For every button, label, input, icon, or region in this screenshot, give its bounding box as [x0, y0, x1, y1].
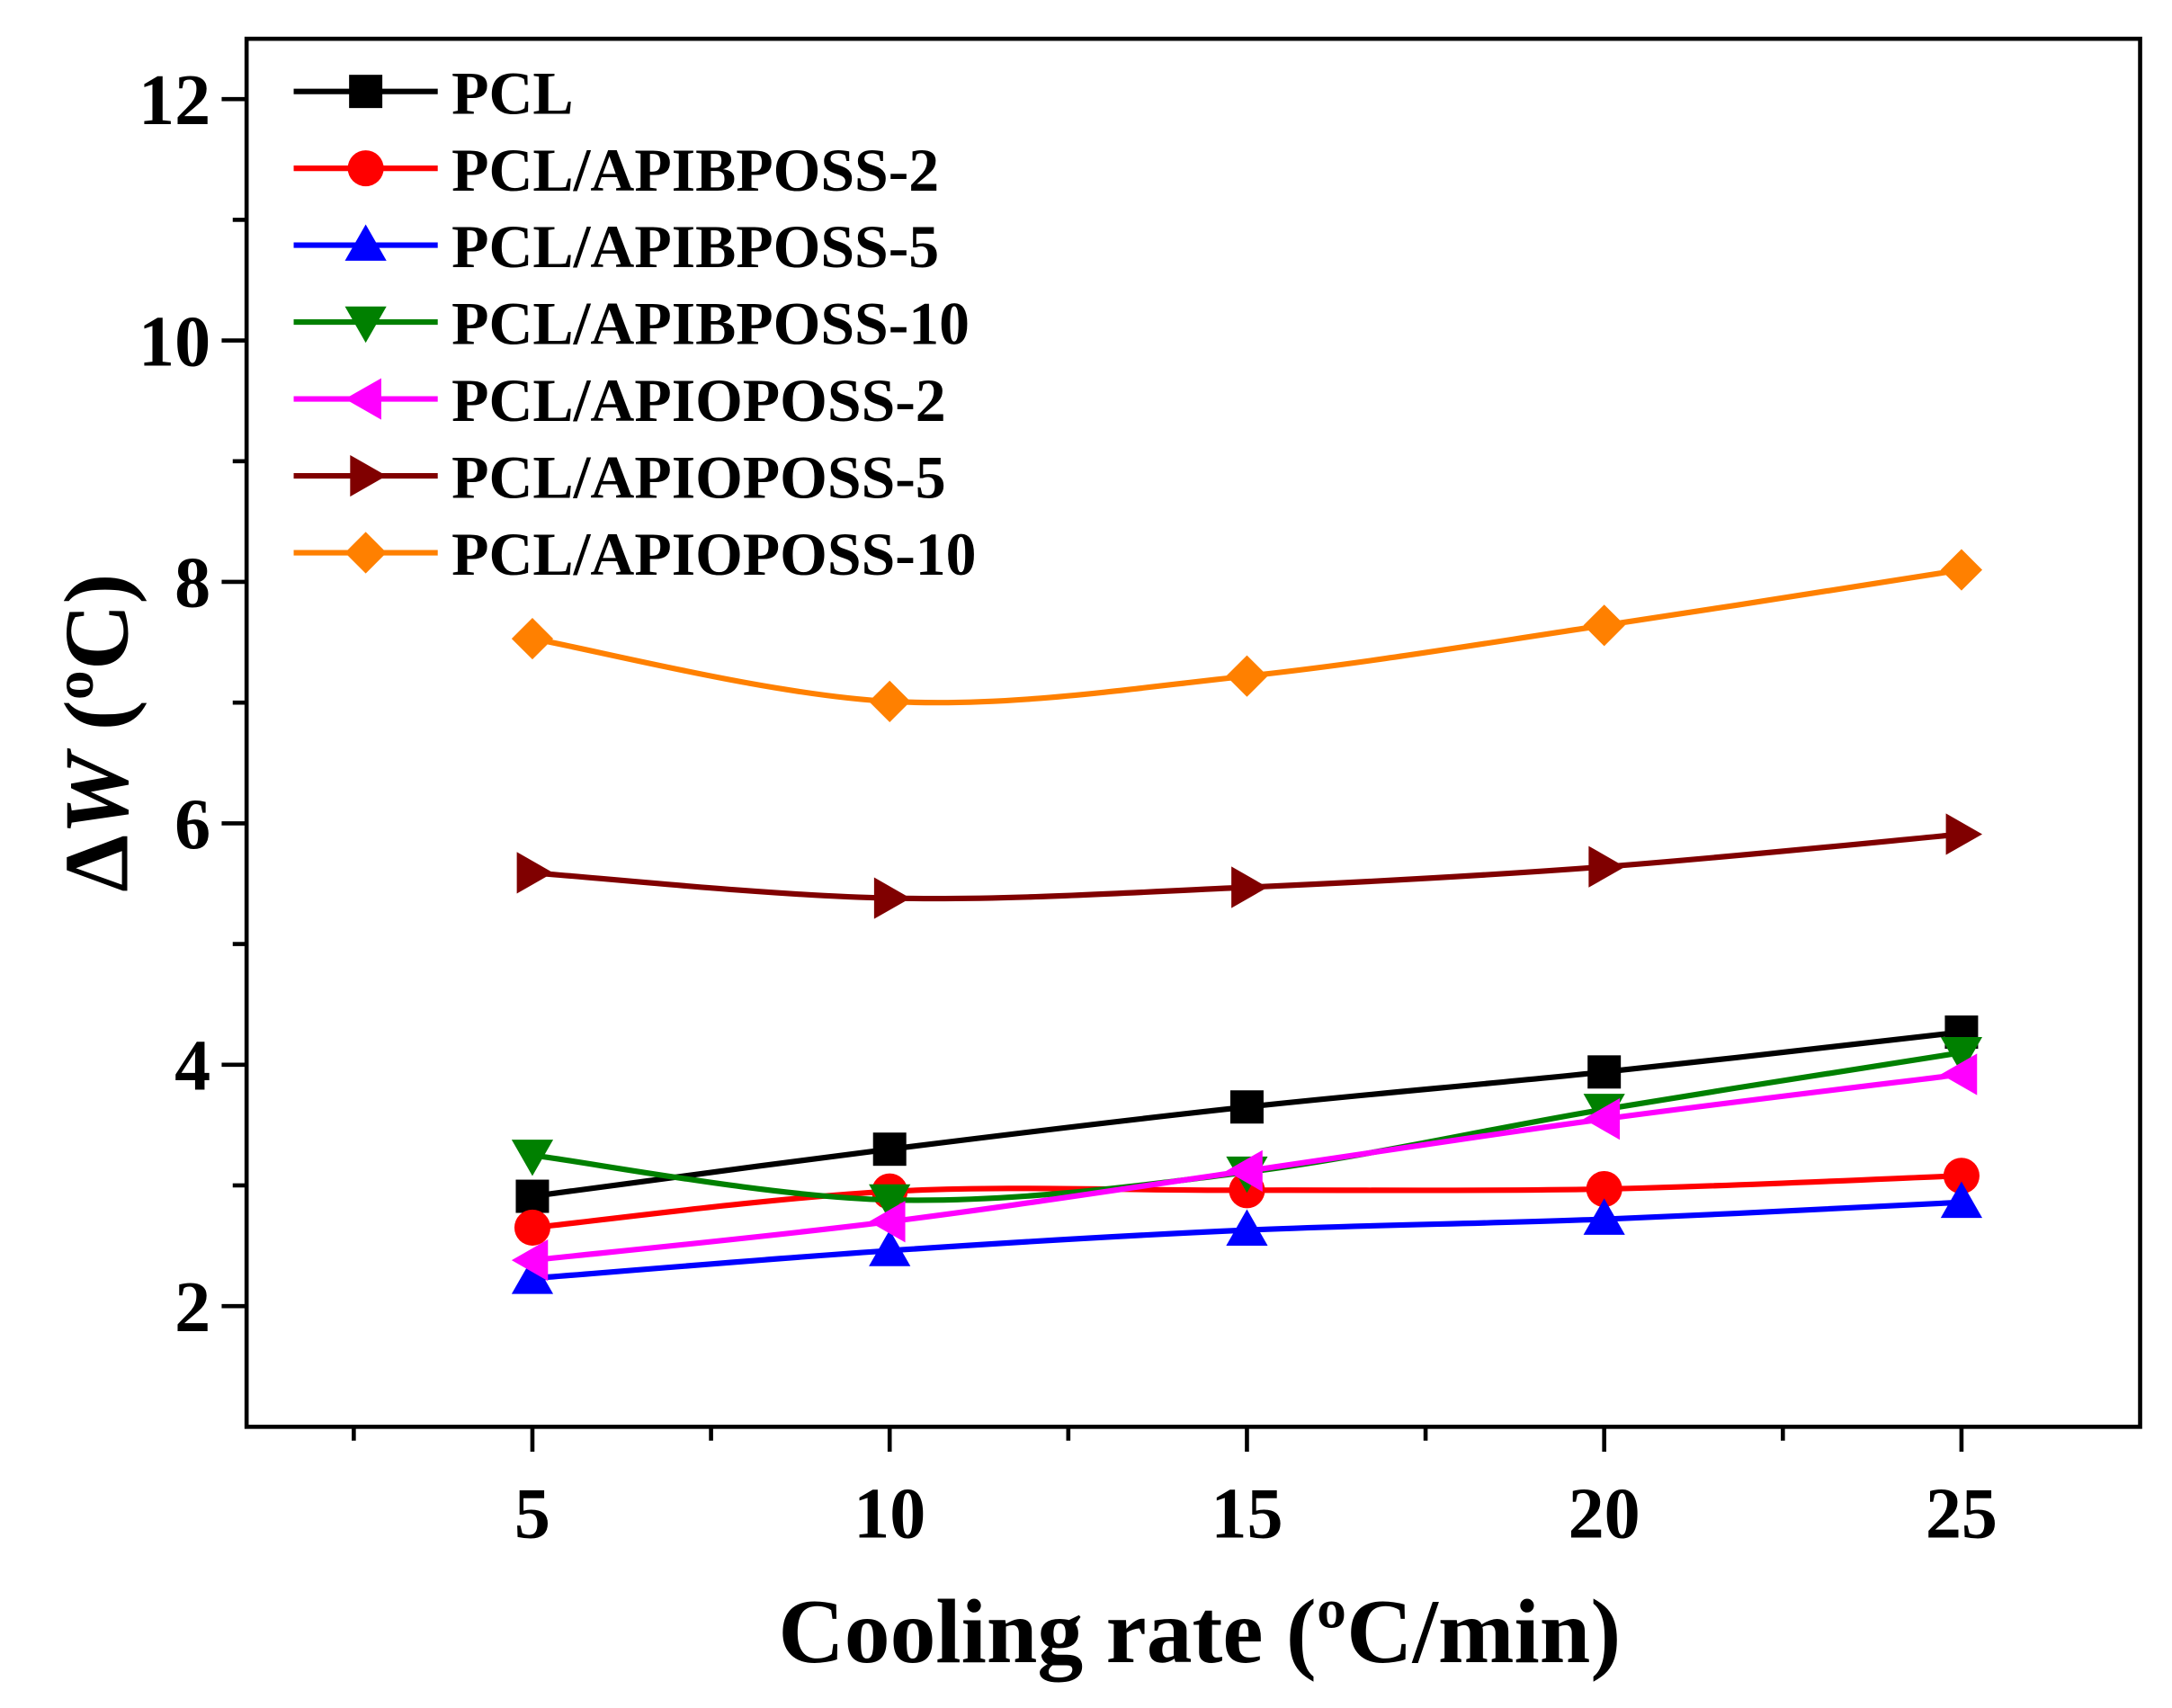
- x-axis-label: Cooling rate (ºC/min): [778, 1580, 1621, 1682]
- legend-item: PCL/APIOPOSS-2: [293, 367, 946, 434]
- x-tick-label: 15: [1211, 1475, 1283, 1554]
- data-point: [511, 1140, 554, 1176]
- data-point: [1945, 813, 1983, 855]
- legend-marker: [350, 454, 387, 497]
- y-tick-label: 6: [174, 785, 210, 864]
- data-point: [1940, 1037, 1983, 1074]
- legend-marker: [349, 75, 383, 109]
- legend-marker: [344, 532, 387, 574]
- y-tick-label: 12: [139, 61, 210, 140]
- legend-item: PCL/APIOPOSS-5: [293, 444, 946, 512]
- data-point: [514, 1209, 550, 1246]
- y-tick-label: 10: [139, 302, 210, 381]
- data-point: [1226, 1149, 1263, 1192]
- data-point: [1231, 866, 1268, 908]
- data-point: [872, 1132, 907, 1167]
- legend-item: PCL/APIBPOSS-5: [293, 213, 939, 281]
- legend-label: PCL/APIOPOSS-10: [451, 521, 976, 588]
- data-point: [873, 877, 911, 919]
- legend: PCL PCL/APIBPOSS-2 PCL/APIBPOSS-5 PCL/APIBP…: [293, 59, 977, 588]
- series-pcl-apioposs-5: [516, 813, 1983, 919]
- legend-label: PCL/APIBPOSS-10: [451, 291, 970, 358]
- series-pcl-apibposs-5: [511, 1181, 1983, 1294]
- series-pcl-apioposs-10: [511, 549, 1983, 722]
- legend-marker: [344, 306, 387, 344]
- data-point: [1226, 1209, 1268, 1246]
- data-point: [869, 1230, 911, 1266]
- data-point: [1940, 1181, 1983, 1219]
- y-axis-label-var: W: [46, 747, 147, 835]
- data-point: [1583, 604, 1625, 647]
- series-layer: [511, 549, 1983, 1294]
- legend-marker: [344, 378, 381, 420]
- legend-item: PCL: [293, 59, 574, 127]
- y-tick-label: 4: [174, 1026, 210, 1105]
- y-axis-label-delta: Δ: [46, 835, 147, 892]
- data-point: [1583, 1098, 1621, 1140]
- data-point: [515, 1179, 550, 1213]
- legend-item: PCL/APIBPOSS-2: [293, 137, 939, 204]
- data-point: [1943, 1158, 1980, 1194]
- data-point: [869, 1184, 911, 1221]
- data-point: [511, 1257, 554, 1294]
- data-point: [869, 680, 911, 722]
- data-point: [1226, 655, 1268, 697]
- data-point: [511, 617, 554, 660]
- data-point: [1583, 1198, 1625, 1235]
- data-point: [1588, 845, 1625, 888]
- legend-label: PCL/APIOPOSS-2: [451, 367, 946, 434]
- plot-frame: [244, 36, 2142, 1429]
- series-pcl-apioposs-2: [511, 1053, 1978, 1282]
- legend-item: PCL/APIOPOSS-10: [293, 521, 977, 588]
- data-point: [516, 852, 554, 894]
- data-point: [1587, 1055, 1622, 1089]
- legend-marker: [347, 150, 384, 187]
- y-tick-label: 8: [174, 544, 210, 623]
- y-tick-label: 2: [174, 1268, 210, 1347]
- legend-label: PCL: [451, 59, 574, 127]
- data-point: [1940, 1053, 1978, 1095]
- x-tick-label: 20: [1569, 1475, 1640, 1554]
- y-axis-label-unit: (ºC): [46, 574, 147, 754]
- data-point: [869, 1201, 906, 1243]
- data-point: [1229, 1090, 1264, 1124]
- x-tick-label: 5: [514, 1475, 550, 1554]
- legend-marker: [344, 224, 387, 261]
- data-point: [1586, 1170, 1622, 1208]
- x-tick-label: 25: [1926, 1475, 1998, 1554]
- legend-label: PCL/APIBPOSS-5: [451, 213, 939, 281]
- x-tick-label: 10: [854, 1475, 925, 1554]
- y-axis-label: ΔW (ºC): [46, 574, 147, 892]
- series-pcl: [515, 1015, 1979, 1213]
- legend-label: PCL/APIOPOSS-5: [451, 444, 946, 512]
- legend-label: PCL/APIBPOSS-2: [451, 137, 939, 204]
- legend-item: PCL/APIBPOSS-10: [293, 291, 970, 358]
- data-point: [511, 1239, 549, 1282]
- axis-ticks: 2 4 6 8 10 12 5 10 15 20 25: [139, 61, 1998, 1554]
- data-point: [1940, 549, 1983, 591]
